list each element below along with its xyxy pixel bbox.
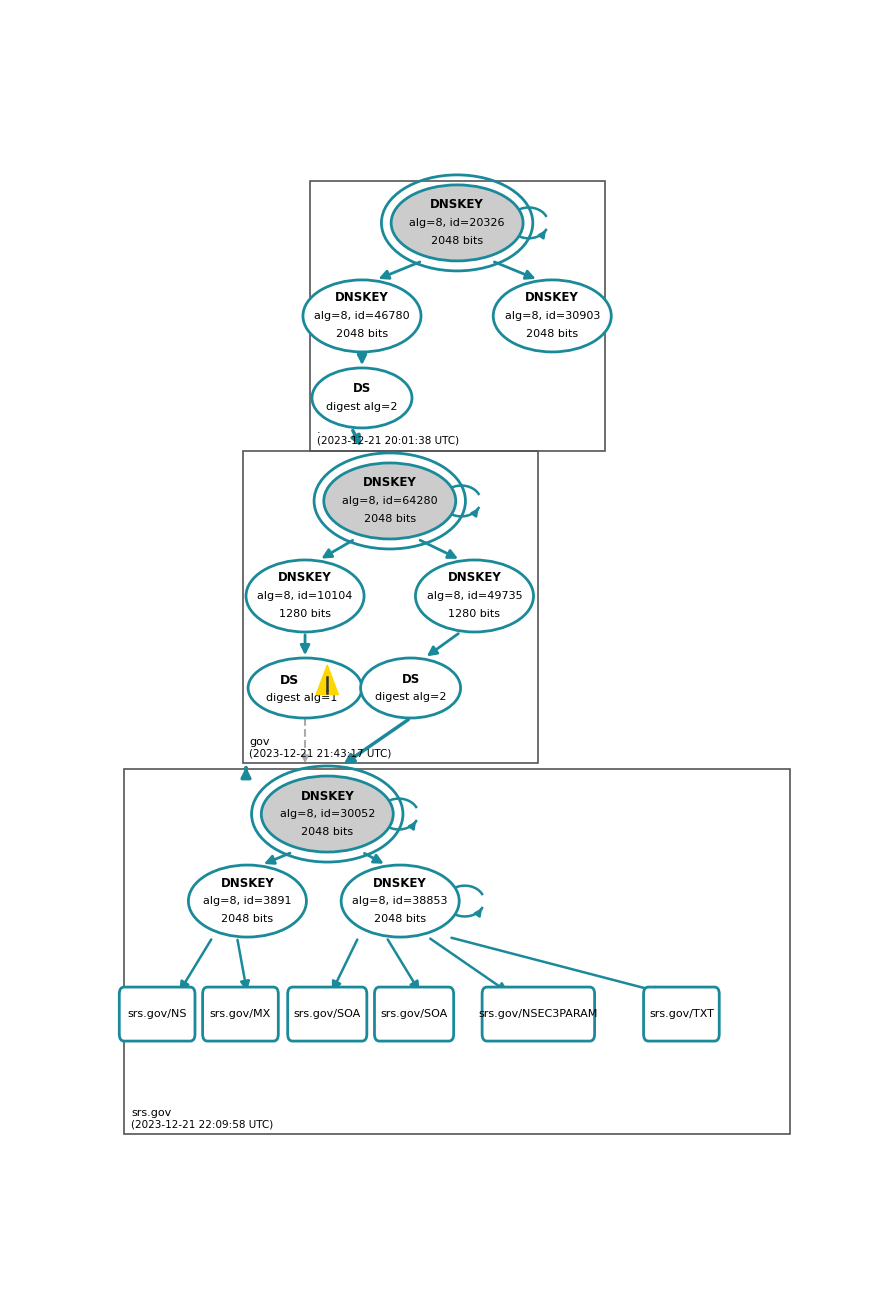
Text: DS: DS [353, 382, 371, 395]
FancyBboxPatch shape [288, 987, 366, 1040]
Text: DNSKEY: DNSKEY [278, 572, 332, 585]
Text: srs.gov/TXT: srs.gov/TXT [649, 1009, 714, 1020]
Ellipse shape [262, 776, 393, 852]
Text: DNSKEY: DNSKEY [300, 790, 354, 803]
FancyBboxPatch shape [202, 987, 279, 1040]
Text: alg=8, id=46780: alg=8, id=46780 [314, 310, 409, 321]
Ellipse shape [493, 279, 611, 352]
Text: srs.gov: srs.gov [132, 1108, 172, 1118]
Text: .: . [317, 425, 321, 435]
FancyBboxPatch shape [482, 987, 595, 1040]
Text: DNSKEY: DNSKEY [335, 291, 389, 304]
Bar [243, 451, 538, 763]
Bar [310, 181, 605, 451]
Text: 2048 bits: 2048 bits [526, 329, 578, 339]
Polygon shape [316, 665, 339, 695]
Text: alg=8, id=30052: alg=8, id=30052 [280, 809, 375, 820]
Text: DNSKEY: DNSKEY [374, 877, 427, 890]
Text: 1280 bits: 1280 bits [279, 609, 331, 620]
Text: alg=8, id=49735: alg=8, id=49735 [426, 591, 522, 601]
Text: alg=8, id=10104: alg=8, id=10104 [257, 591, 353, 601]
Ellipse shape [303, 279, 421, 352]
Text: alg=8, id=20326: alg=8, id=20326 [409, 218, 504, 227]
Text: 1280 bits: 1280 bits [449, 609, 501, 620]
Text: DNSKEY: DNSKEY [363, 477, 417, 490]
Text: alg=8, id=30903: alg=8, id=30903 [504, 310, 600, 321]
Text: 2048 bits: 2048 bits [301, 827, 353, 837]
Text: (2023-12-21 21:43:17 UTC): (2023-12-21 21:43:17 UTC) [249, 748, 392, 759]
Ellipse shape [246, 560, 364, 633]
Text: srs.gov/NS: srs.gov/NS [127, 1009, 187, 1020]
Text: 2048 bits: 2048 bits [431, 236, 483, 246]
Text: alg=8, id=64280: alg=8, id=64280 [342, 496, 437, 505]
Text: 2048 bits: 2048 bits [375, 914, 426, 924]
Ellipse shape [392, 184, 523, 261]
FancyBboxPatch shape [119, 987, 195, 1040]
Text: DNSKEY: DNSKEY [525, 291, 579, 304]
Text: (2023-12-21 22:09:58 UTC): (2023-12-21 22:09:58 UTC) [132, 1120, 273, 1129]
Text: srs.gov/SOA: srs.gov/SOA [381, 1009, 448, 1020]
Text: alg=8, id=38853: alg=8, id=38853 [352, 896, 448, 905]
Text: DNSKEY: DNSKEY [430, 199, 484, 212]
FancyBboxPatch shape [643, 987, 719, 1040]
Text: 2048 bits: 2048 bits [221, 914, 273, 924]
Text: digest alg=1: digest alg=1 [266, 692, 337, 703]
Text: (2023-12-21 20:01:38 UTC): (2023-12-21 20:01:38 UTC) [317, 436, 459, 446]
Ellipse shape [416, 560, 533, 633]
Ellipse shape [248, 659, 362, 718]
Text: DS: DS [401, 673, 419, 686]
Ellipse shape [360, 659, 461, 718]
Text: DNSKEY: DNSKEY [448, 572, 502, 585]
Text: srs.gov/SOA: srs.gov/SOA [294, 1009, 361, 1020]
Text: srs.gov/MX: srs.gov/MX [210, 1009, 271, 1020]
Text: srs.gov/NSEC3PARAM: srs.gov/NSEC3PARAM [478, 1009, 598, 1020]
Text: DNSKEY: DNSKEY [220, 877, 274, 890]
Text: DS: DS [280, 673, 299, 686]
Bar [125, 769, 789, 1134]
Text: alg=8, id=3891: alg=8, id=3891 [203, 896, 292, 905]
Ellipse shape [312, 368, 412, 427]
Text: 2048 bits: 2048 bits [336, 329, 388, 339]
Text: digest alg=2: digest alg=2 [375, 692, 446, 701]
Text: 2048 bits: 2048 bits [364, 514, 416, 523]
Text: gov: gov [249, 737, 270, 747]
Ellipse shape [323, 462, 456, 539]
Text: digest alg=2: digest alg=2 [326, 401, 398, 412]
FancyBboxPatch shape [375, 987, 453, 1040]
Ellipse shape [341, 865, 460, 937]
Ellipse shape [188, 865, 306, 937]
